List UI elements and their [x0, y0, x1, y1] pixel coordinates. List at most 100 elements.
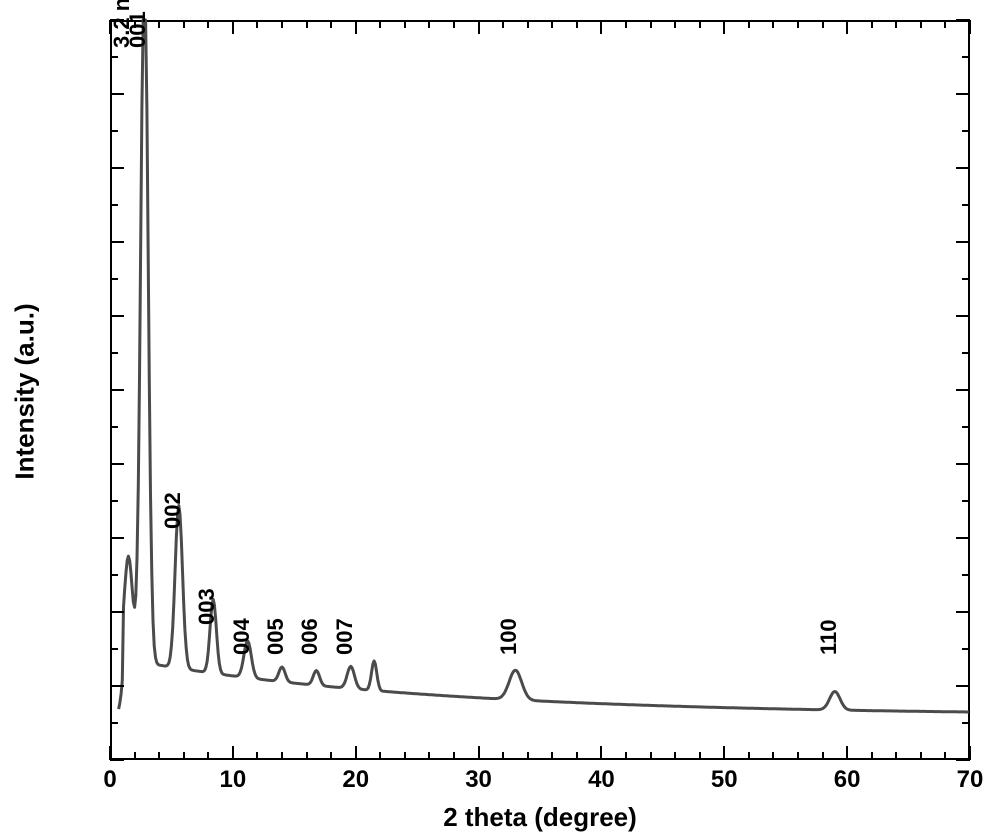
- x-minor-tick: [183, 20, 185, 28]
- x-minor-tick: [256, 20, 258, 28]
- x-major-tick: [478, 20, 480, 34]
- y-minor-tick: [962, 648, 970, 650]
- x-major-tick: [355, 20, 357, 34]
- x-major-tick: [846, 746, 848, 760]
- x-minor-tick: [281, 752, 283, 760]
- x-major-tick: [600, 20, 602, 34]
- x-tick-label: 20: [342, 766, 369, 794]
- y-minor-tick: [110, 722, 118, 724]
- peak-label: 110: [816, 619, 842, 655]
- x-major-tick: [355, 746, 357, 760]
- peak-label: 004: [229, 618, 255, 655]
- x-minor-tick: [306, 752, 308, 760]
- y-minor-tick: [110, 426, 118, 428]
- y-minor-tick: [962, 56, 970, 58]
- peak-label: 005: [263, 618, 289, 655]
- x-major-tick: [232, 20, 234, 34]
- x-minor-tick: [527, 20, 529, 28]
- y-minor-tick: [110, 500, 118, 502]
- peak-label: 003: [194, 588, 220, 625]
- x-minor-tick: [650, 752, 652, 760]
- x-major-tick: [969, 20, 971, 34]
- x-tick-label: 60: [834, 766, 861, 794]
- x-major-tick: [969, 746, 971, 760]
- y-major-tick: [956, 685, 970, 687]
- x-tick-label: 0: [103, 766, 116, 794]
- x-major-tick: [478, 746, 480, 760]
- x-minor-tick: [772, 752, 774, 760]
- y-minor-tick: [962, 204, 970, 206]
- x-minor-tick: [748, 20, 750, 28]
- x-minor-tick: [625, 752, 627, 760]
- x-minor-tick: [699, 20, 701, 28]
- y-major-tick: [956, 759, 970, 761]
- x-minor-tick: [428, 752, 430, 760]
- y-major-tick: [956, 167, 970, 169]
- y-minor-tick: [110, 648, 118, 650]
- x-minor-tick: [895, 752, 897, 760]
- y-minor-tick: [962, 426, 970, 428]
- y-major-tick: [956, 19, 970, 21]
- x-minor-tick: [183, 752, 185, 760]
- x-minor-tick: [379, 20, 381, 28]
- x-minor-tick: [822, 20, 824, 28]
- y-minor-tick: [962, 352, 970, 354]
- y-major-tick: [110, 389, 124, 391]
- y-minor-tick: [110, 352, 118, 354]
- x-minor-tick: [699, 752, 701, 760]
- y-major-tick: [956, 389, 970, 391]
- y-minor-tick: [962, 130, 970, 132]
- x-tick-label: 30: [465, 766, 492, 794]
- x-minor-tick: [650, 20, 652, 28]
- y-minor-tick: [962, 500, 970, 502]
- x-minor-tick: [576, 20, 578, 28]
- y-minor-tick: [962, 574, 970, 576]
- peak-label: 007: [332, 618, 358, 655]
- y-major-tick: [956, 611, 970, 613]
- y-minor-tick: [110, 278, 118, 280]
- y-major-tick: [956, 93, 970, 95]
- x-minor-tick: [428, 20, 430, 28]
- x-major-tick: [846, 20, 848, 34]
- y-minor-tick: [110, 130, 118, 132]
- y-major-tick: [110, 611, 124, 613]
- y-major-tick: [110, 167, 124, 169]
- x-major-tick: [600, 746, 602, 760]
- x-minor-tick: [134, 752, 136, 760]
- x-major-tick: [723, 20, 725, 34]
- x-major-tick: [232, 746, 234, 760]
- x-minor-tick: [379, 752, 381, 760]
- x-tick-label: 50: [711, 766, 738, 794]
- peak-label: 002: [160, 492, 186, 529]
- x-tick-label: 10: [219, 766, 246, 794]
- y-minor-tick: [110, 56, 118, 58]
- x-minor-tick: [404, 20, 406, 28]
- y-minor-tick: [110, 204, 118, 206]
- x-minor-tick: [674, 752, 676, 760]
- x-minor-tick: [920, 752, 922, 760]
- y-major-tick: [956, 537, 970, 539]
- x-minor-tick: [748, 752, 750, 760]
- y-minor-tick: [962, 722, 970, 724]
- x-minor-tick: [281, 20, 283, 28]
- y-major-tick: [110, 685, 124, 687]
- x-minor-tick: [256, 752, 258, 760]
- x-minor-tick: [797, 20, 799, 28]
- x-major-tick: [109, 746, 111, 760]
- x-minor-tick: [920, 20, 922, 28]
- x-major-tick: [723, 746, 725, 760]
- x-minor-tick: [944, 752, 946, 760]
- x-minor-tick: [330, 20, 332, 28]
- x-minor-tick: [551, 20, 553, 28]
- x-minor-tick: [674, 20, 676, 28]
- y-major-tick: [110, 463, 124, 465]
- x-minor-tick: [453, 20, 455, 28]
- y-minor-tick: [110, 574, 118, 576]
- x-minor-tick: [330, 752, 332, 760]
- x-tick-label: 40: [588, 766, 615, 794]
- peak-label: 006: [297, 618, 323, 655]
- x-tick-label: 70: [957, 766, 984, 794]
- x-minor-tick: [207, 752, 209, 760]
- y-major-tick: [110, 93, 124, 95]
- x-minor-tick: [895, 20, 897, 28]
